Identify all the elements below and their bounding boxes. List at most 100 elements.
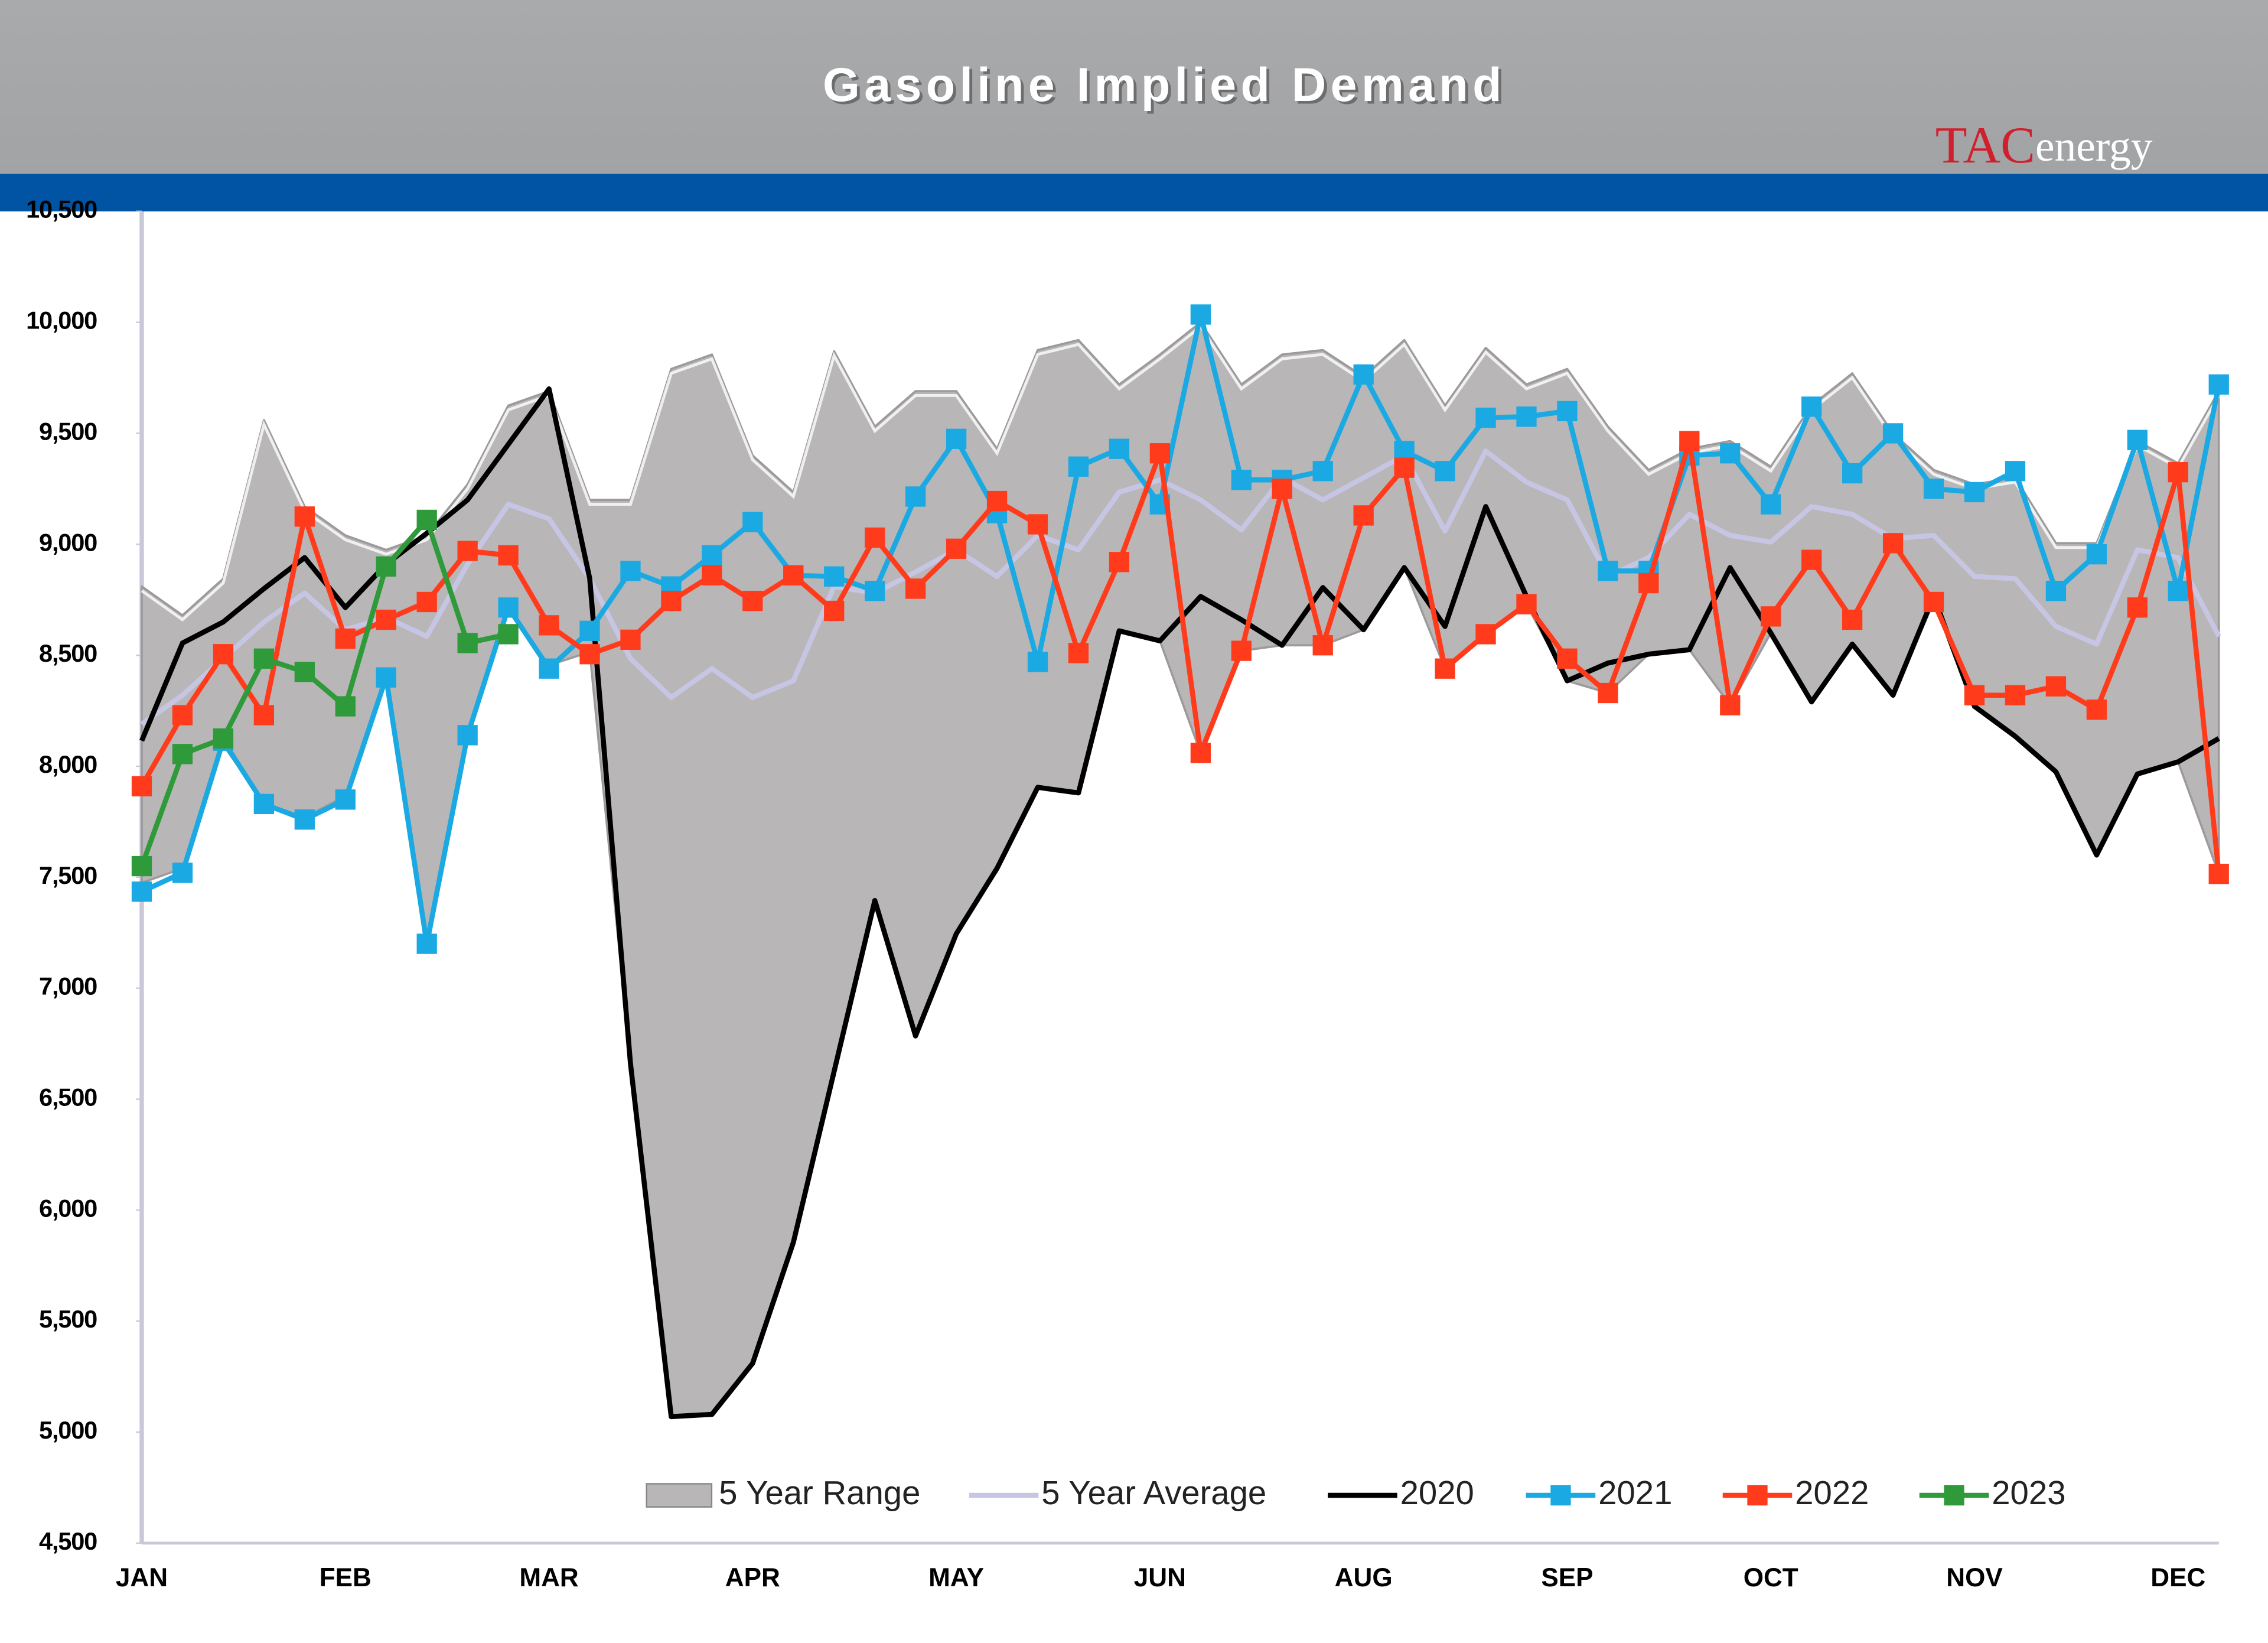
y-tick-label: 5,500 [39,1305,97,1333]
series-marker [172,705,193,725]
series-marker [1516,594,1537,614]
y-tick-label: 9,000 [39,528,97,556]
series-marker [905,578,926,599]
chart-title: Gasoline Implied Demand [823,58,1506,112]
series-marker [498,624,519,645]
y-tick-label: 6,000 [39,1194,97,1222]
series-marker [1679,431,1700,451]
series-marker [661,590,682,611]
series-marker [946,538,967,559]
series-marker [1109,552,1130,572]
series-line [139,517,509,867]
series-marker [1027,652,1048,672]
series-marker [498,545,519,566]
x-tick-label: NOV [1946,1563,2003,1592]
series-marker [1720,443,1741,464]
series-marker [457,541,478,561]
series-marker [1027,514,1048,535]
legend-label: 2022 [1795,1474,1869,1511]
logo-brand: TAC [1935,116,2035,174]
y-tick-label: 8,000 [39,750,97,778]
series-marker [742,590,763,611]
y-tick-label: 7,000 [39,972,97,1000]
series-marker [986,490,1008,512]
series-marker [1720,695,1741,715]
series-marker [253,648,275,669]
series-marker [1801,549,1822,570]
series-marker [1964,685,1985,705]
series-line [141,312,2221,946]
series-marker [1638,572,1659,594]
series-marker [1475,407,1496,428]
series-marker [2045,676,2067,697]
series-marker [742,512,763,532]
series-marker [579,644,600,665]
series-marker [1394,457,1415,478]
series-marker [2127,597,2148,618]
series-marker [1923,591,1944,613]
series-marker [416,933,437,954]
series-marker [2086,700,2107,720]
series-marker [2005,461,2026,481]
series-marker [172,863,193,883]
series-marker [2168,581,2188,601]
y-tick-label: 9,500 [39,417,97,445]
legend-label: 5 Year Range [719,1474,920,1511]
series-marker [1353,364,1374,385]
series-marker [1312,635,1333,656]
legend-marker [1944,1485,1964,1506]
series-marker [131,881,152,902]
series-marker [294,809,315,830]
y-tick-label: 10,500 [26,196,97,223]
series-marker [416,509,437,531]
series-marker [213,644,234,665]
series-marker [1068,643,1089,663]
legend-label: 2020 [1400,1474,1474,1511]
series-marker [1109,438,1130,459]
header-band [0,0,2268,174]
series-marker [1312,461,1333,481]
series-marker [579,620,600,641]
series-marker [1190,743,1211,763]
series-marker [294,662,315,682]
x-tick-label: DEC [2150,1563,2205,1592]
x-tick-label: JUN [1134,1563,1186,1592]
series-line [140,448,2221,727]
series-marker [539,658,559,679]
legend-label: 2021 [1598,1474,1672,1511]
series-marker [1272,479,1292,499]
series-line [139,438,2221,874]
series-marker [1842,463,1863,484]
series-marker [457,725,478,746]
series-marker [702,545,722,566]
series-marker [1598,561,1618,581]
series-marker [946,428,967,449]
series-marker [131,776,152,796]
series-marker [1598,682,1618,704]
range-highlight [141,324,2220,622]
chart-title-shadow: Gasoline Implied Demand [826,61,1509,115]
legend-label: 2023 [1992,1474,2065,1511]
series-marker [131,855,152,877]
y-tick-label: 5,000 [39,1416,97,1444]
series-marker [376,609,396,630]
series-marker [1964,481,1985,503]
series-marker [1842,609,1863,630]
legend-marker [1550,1485,1571,1506]
x-tick-label: JAN [116,1563,168,1592]
legend-marker [1747,1485,1768,1506]
series-marker [253,793,275,815]
x-tick-label: OCT [1744,1563,1798,1592]
series-marker [1068,456,1089,477]
x-tick-label: APR [725,1563,780,1592]
series-marker [213,728,234,749]
series-marker [335,789,356,810]
series-marker [1435,461,1455,481]
series-marker [1923,479,1944,499]
series-marker [783,565,804,586]
y-tick-label: 6,500 [39,1084,97,1111]
series-marker [253,705,275,725]
series-marker [2086,544,2107,565]
series-marker [457,633,478,653]
series-marker [905,486,926,507]
